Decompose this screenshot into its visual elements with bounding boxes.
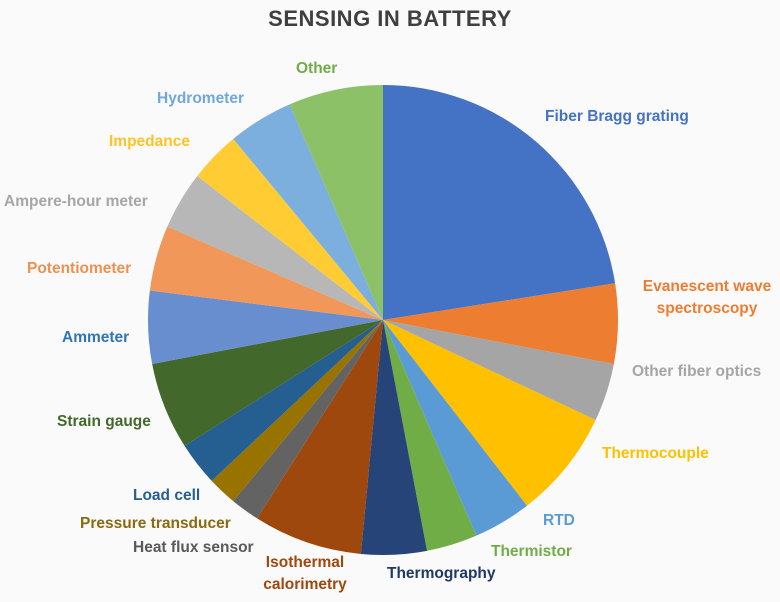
chart-title: SENSING IN BATTERY bbox=[268, 6, 512, 31]
pie-slice-strain-gauge bbox=[152, 320, 383, 446]
pie-slice-evanescent-wave-spectroscopy bbox=[383, 283, 619, 365]
pie-slice-thermocouple bbox=[383, 320, 596, 506]
pie-slice-rtd bbox=[383, 320, 528, 536]
pie-slice-other-fiber-optics bbox=[383, 320, 614, 421]
pie-slice-ammeter bbox=[147, 290, 383, 365]
pie-slice-pressure-transducer bbox=[211, 320, 383, 502]
pie-slice-potentiometer bbox=[149, 226, 383, 320]
pie-slice-thermistor bbox=[383, 320, 477, 551]
pie-slice-thermography bbox=[360, 320, 428, 556]
pie-slice-fiber-bragg-grating bbox=[383, 85, 616, 320]
pie-slice-ampere-hour-meter bbox=[167, 175, 383, 320]
pie-slice-other bbox=[289, 85, 383, 320]
pie-slice-load-cell bbox=[184, 320, 383, 481]
pie-slice-heat-flux-sensor bbox=[233, 320, 383, 519]
pie-slice-hydrometer bbox=[233, 104, 383, 320]
pie-slice-impedance bbox=[197, 138, 383, 320]
pie-slice-isothermal-calorimetry bbox=[257, 320, 383, 554]
